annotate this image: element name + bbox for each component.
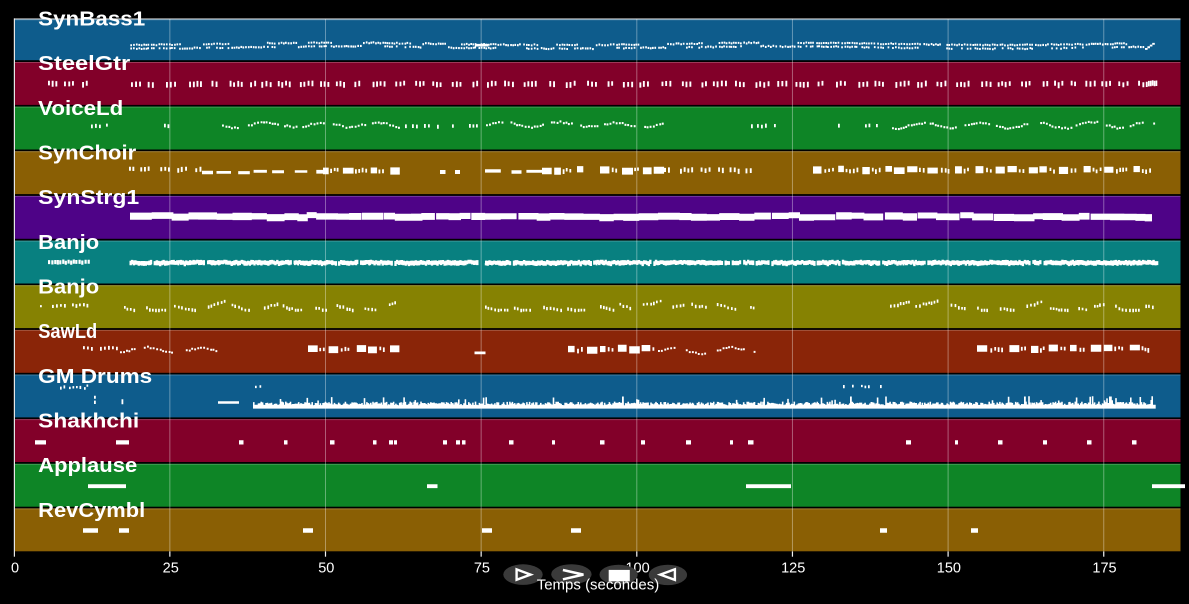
svg-text:175: 175 [1092,561,1116,577]
svg-text:SynStrg1: SynStrg1 [38,187,139,209]
svg-text:SawLd: SawLd [38,321,97,343]
svg-text:Banjo: Banjo [38,277,99,299]
svg-text:VoiceLd: VoiceLd [38,98,123,120]
svg-text:SynBass1: SynBass1 [38,9,145,31]
svg-text:125: 125 [781,561,805,577]
svg-text:SynChoir: SynChoir [38,143,136,165]
svg-text:Temps (secondes): Temps (secondes) [537,577,660,594]
svg-text:75: 75 [474,561,490,577]
svg-text:50: 50 [318,561,334,577]
svg-text:RevCymbl: RevCymbl [38,500,145,522]
svg-text:Banjo: Banjo [38,232,99,254]
svg-text:Applause: Applause [38,455,137,477]
svg-text:0: 0 [11,561,19,577]
svg-text:GM Drums: GM Drums [38,366,152,388]
svg-text:Shakhchi: Shakhchi [38,410,139,432]
svg-text:150: 150 [937,561,961,577]
svg-text:25: 25 [163,561,179,577]
svg-text:SteelGtr: SteelGtr [38,53,130,75]
